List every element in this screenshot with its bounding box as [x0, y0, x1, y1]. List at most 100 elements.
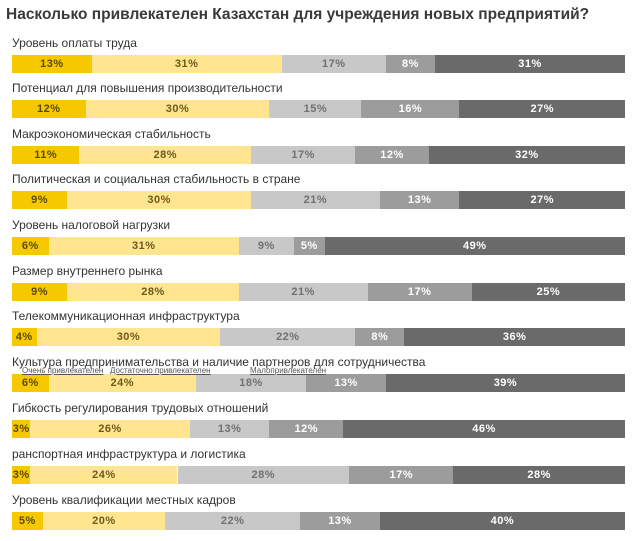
data-label: 22% — [220, 515, 245, 527]
data-label: 3% — [12, 469, 30, 481]
data-label: 13% — [407, 194, 432, 206]
data-label: 40% — [490, 515, 515, 527]
row-label: Гибкость регулирования трудовых отношени… — [12, 401, 269, 415]
bar-segment — [349, 466, 454, 484]
bar-segment — [195, 374, 307, 392]
bar-segment — [251, 191, 380, 209]
row-label: Уровень налоговой нагрузки — [12, 218, 171, 232]
bar-segment — [379, 191, 460, 209]
bar-segment — [42, 512, 166, 530]
data-label: 20% — [92, 515, 116, 527]
bar-segment — [238, 283, 368, 301]
data-label: 36% — [502, 331, 527, 343]
data-label: 17% — [389, 469, 413, 481]
data-label: 17% — [407, 286, 432, 298]
row-label: Уровень квалификации местных кадров — [12, 493, 236, 507]
bar-segment — [36, 328, 221, 346]
data-label: 28% — [527, 469, 551, 481]
data-label: 24% — [110, 377, 135, 389]
data-label: 13% — [334, 377, 358, 389]
bar-segment — [220, 328, 356, 346]
data-label: 26% — [98, 423, 122, 435]
bar-segment — [269, 420, 343, 438]
data-label: 28% — [153, 149, 177, 161]
bar-segment — [91, 55, 282, 73]
bar-segment — [293, 237, 325, 255]
bar-segment — [343, 420, 625, 438]
bar-segment — [12, 146, 80, 164]
bar-segment — [165, 512, 301, 530]
bar-segment — [30, 466, 178, 484]
bar-segment — [12, 466, 31, 484]
data-label: 31% — [518, 58, 542, 70]
data-label: 31% — [174, 58, 199, 70]
data-label: 16% — [398, 103, 423, 115]
bar-segment — [79, 146, 252, 164]
bar-segment — [324, 237, 625, 255]
data-label: 17% — [322, 58, 346, 70]
row-label: Размер внутреннего рынка — [12, 264, 163, 278]
data-label: 27% — [530, 194, 554, 206]
bar-segment — [12, 512, 43, 530]
bar-segment — [67, 191, 252, 209]
data-label: 15% — [303, 103, 328, 115]
data-label: 9% — [257, 240, 275, 252]
data-label: 8% — [371, 331, 389, 343]
bar-segment — [238, 237, 294, 255]
chart-title: Насколько привлекателен Казахстан для уч… — [6, 6, 590, 23]
bar-segment — [12, 420, 31, 438]
data-label: 21% — [303, 194, 328, 206]
data-label: 9% — [31, 286, 49, 298]
data-label: 4% — [15, 331, 33, 343]
bar-segment — [67, 283, 239, 301]
data-label: 12% — [294, 423, 318, 435]
bar-segment — [355, 146, 429, 164]
data-label: 39% — [493, 377, 518, 389]
data-label: 13% — [40, 58, 64, 70]
row-label: Телекоммуникационная инфраструктура — [12, 309, 240, 323]
bar-segment — [300, 512, 380, 530]
bar-segment — [12, 55, 92, 73]
data-label: 32% — [515, 149, 539, 161]
legend-label: Очень привлекателен — [22, 366, 104, 375]
bar-segment — [459, 191, 625, 209]
data-label: 6% — [21, 240, 39, 252]
data-label: 46% — [472, 423, 496, 435]
bar-segment — [385, 374, 625, 392]
bar-segment — [12, 191, 68, 209]
data-label: 8% — [401, 58, 419, 70]
bar-segment — [48, 374, 196, 392]
bar-segment — [251, 146, 356, 164]
data-label: 27% — [530, 103, 554, 115]
bar-segment — [12, 100, 86, 118]
data-label: 13% — [328, 515, 352, 527]
bar-segment — [361, 100, 460, 118]
row-label: Культура предпринимательства и наличие п… — [12, 355, 426, 369]
bar-segment — [367, 283, 472, 301]
bar-segment — [459, 100, 625, 118]
data-label: 22% — [276, 331, 300, 343]
row-label: Уровень оплаты труда — [12, 36, 137, 50]
legend-label: Малопривлекателен — [250, 366, 327, 375]
data-label: 49% — [463, 240, 487, 252]
data-label: 30% — [165, 103, 190, 115]
bar-segment — [12, 237, 49, 255]
bar-segment — [12, 374, 49, 392]
data-label: 30% — [116, 331, 141, 343]
data-label: 28% — [251, 469, 276, 481]
data-label: 6% — [21, 377, 39, 389]
data-label: 13% — [217, 423, 242, 435]
bar-segment — [471, 283, 625, 301]
data-label: 5% — [18, 515, 36, 527]
bar-segment — [453, 466, 625, 484]
bar-segment — [379, 512, 625, 530]
data-label: 25% — [536, 286, 561, 298]
bar-segment — [281, 55, 386, 73]
row-label: Макроэкономическая стабильность — [12, 127, 211, 141]
legend-label: Достаточно привлекателен — [110, 366, 211, 375]
bar-segment — [306, 374, 386, 392]
row-label: Политическая и социальная стабильность в… — [12, 172, 301, 186]
data-label: 5% — [300, 240, 318, 252]
bar-segment — [189, 420, 270, 438]
data-label: 17% — [291, 149, 315, 161]
